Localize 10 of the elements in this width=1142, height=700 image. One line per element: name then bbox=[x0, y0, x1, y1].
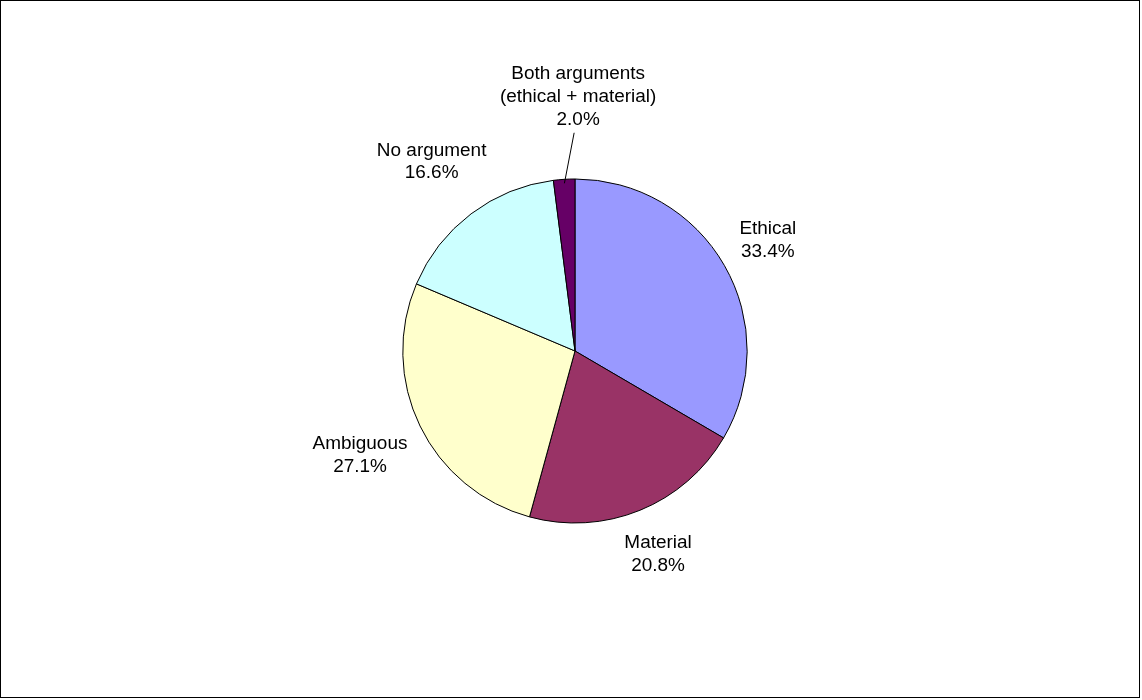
slice-label: Ambiguous bbox=[312, 431, 408, 453]
data-label: 16.6% bbox=[404, 161, 459, 183]
slice-label: Material bbox=[624, 531, 692, 553]
slice-label: No argument bbox=[376, 138, 488, 160]
data-label: 20.8% bbox=[631, 554, 686, 576]
data-label: 33.4% bbox=[740, 240, 795, 262]
data-label: 27.1% bbox=[333, 454, 388, 476]
data-label: 2.0% bbox=[556, 107, 600, 129]
slice-label: Ethical bbox=[739, 217, 797, 239]
slice-label: Both arguments (ethical + material) bbox=[499, 61, 657, 106]
